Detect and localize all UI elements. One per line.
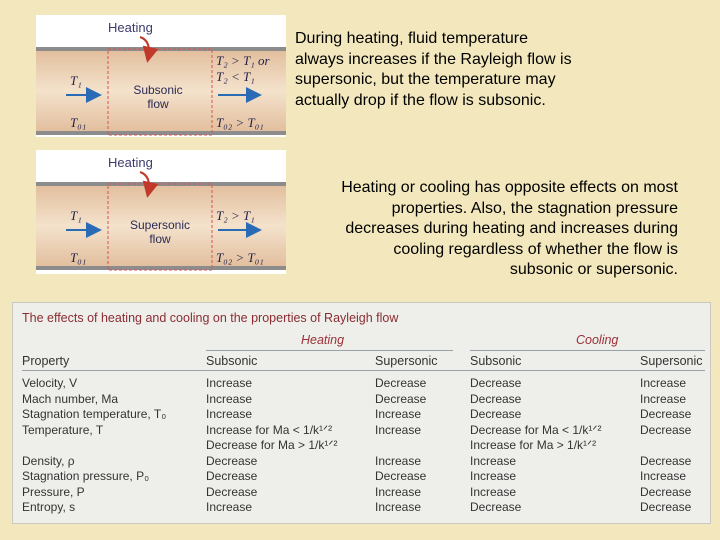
duct-wall-bottom bbox=[36, 131, 286, 135]
table-cell-property: Mach number, Ma bbox=[22, 392, 119, 406]
duct-wall-bottom bbox=[36, 266, 286, 270]
inlet-temp-label: T₁ bbox=[70, 73, 82, 88]
header-rule bbox=[22, 370, 705, 371]
heating-arrow bbox=[139, 36, 159, 63]
table-cell-c-sub: Decrease bbox=[470, 392, 522, 406]
table-cell-h-sup: Decrease bbox=[375, 469, 427, 483]
table-cell-h-sup: Increase bbox=[375, 485, 422, 499]
heating-region bbox=[107, 48, 213, 136]
outlet-temp-label: T₂ > T₁ or bbox=[216, 53, 271, 68]
heating-label: Heating bbox=[108, 155, 153, 170]
inlet-temp-label: T₁ bbox=[70, 208, 82, 223]
table-cell-property: Temperature, T bbox=[22, 423, 104, 437]
table-cell-c-sup: Decrease bbox=[640, 423, 692, 437]
table-cell-property: Density, ρ bbox=[22, 454, 75, 468]
outlet-total-temp-label: T₀₂ > T₀₁ bbox=[216, 250, 264, 265]
table-cell-property: Velocity, V bbox=[22, 376, 78, 390]
table-cell-c-sup: Decrease bbox=[640, 454, 692, 468]
table-cell-h-sub: Increase bbox=[206, 392, 253, 406]
col-header-property: Property bbox=[22, 354, 70, 368]
table-cell-c-sub: Increase bbox=[470, 485, 517, 499]
col-header-heating-subsonic: Subsonic bbox=[206, 354, 258, 368]
table-cell-c-sub: Decrease for Ma < 1/k¹ᐟ² bbox=[470, 423, 602, 437]
outlet-total-temp-label: T₀₂ > T₀₁ bbox=[216, 115, 264, 130]
flow-label: flow bbox=[149, 232, 171, 246]
rayleigh-flow-effects-table: The effects of heating and cooling on th… bbox=[12, 302, 711, 524]
flow-regime-label: Supersonic bbox=[130, 218, 190, 232]
table-cell-property: Stagnation pressure, P₀ bbox=[22, 469, 150, 483]
table-cell-property: Entropy, s bbox=[22, 500, 76, 514]
table-cell-property: Stagnation temperature, T₀ bbox=[22, 407, 167, 421]
col-header-cooling-supersonic: Supersonic bbox=[640, 354, 703, 368]
table-cell-h-sub: Increase bbox=[206, 376, 253, 390]
table-cell-c-sup: Decrease bbox=[640, 485, 692, 499]
table-cell-property: Pressure, P bbox=[22, 485, 85, 499]
outlet-temp-alt-label: T₂ < T₁ bbox=[216, 69, 255, 84]
table-cell-h-sub: Increase bbox=[206, 500, 253, 514]
heating-temperature-note: During heating, fluid temperature always… bbox=[295, 30, 572, 109]
cooling-group-header: Cooling bbox=[576, 333, 619, 347]
table-cell-c-sup: Decrease bbox=[640, 407, 692, 421]
heating-cooling-effects-note: Heating or cooling has opposite effects … bbox=[341, 179, 678, 278]
table-caption: The effects of heating and cooling on th… bbox=[22, 311, 399, 325]
heating-label: Heating bbox=[108, 20, 153, 35]
table-cell-c-sup: Increase bbox=[640, 469, 687, 483]
table-cell-h-sup: Increase bbox=[375, 407, 422, 421]
table-cell-h-sup: Increase bbox=[375, 454, 422, 468]
table-cell-c-sub: Increase bbox=[470, 454, 517, 468]
table-cell-c-sub: Decrease bbox=[470, 500, 522, 514]
outlet-temp-label: T₂ > T₁ bbox=[216, 208, 255, 223]
table-cell-c-sub: Decrease bbox=[470, 407, 522, 421]
flow-regime-label: Subsonic bbox=[133, 83, 182, 97]
table-cell-h-sub: Increase for Ma < 1/k¹ᐟ² bbox=[206, 423, 333, 437]
table-cell-h-sup: Increase bbox=[375, 423, 422, 437]
table-cell-h-sup: Decrease bbox=[375, 376, 427, 390]
table-cell-h-sub: Decrease bbox=[206, 454, 258, 468]
subsonic-heating-diagram: Heating T₁ Subsonic flow T₀₁ T₂ > T₁ or … bbox=[36, 15, 286, 137]
heating-region bbox=[107, 183, 213, 271]
table-cell-c-sup: Decrease bbox=[640, 500, 692, 514]
col-header-cooling-subsonic: Subsonic bbox=[470, 354, 522, 368]
table-cell-c-sub: Increase bbox=[470, 469, 517, 483]
duct-interior bbox=[36, 51, 286, 131]
flow-label: flow bbox=[147, 97, 169, 111]
heating-group-rule bbox=[206, 350, 453, 351]
table-cell-h-sub: Decrease bbox=[206, 485, 258, 499]
table-cell-h-sup: Increase bbox=[375, 500, 422, 514]
heating-arrow bbox=[139, 171, 159, 198]
table-cell-h-sub: Decrease for Ma > 1/k¹ᐟ² bbox=[206, 438, 338, 452]
inlet-total-temp-label: T₀₁ bbox=[70, 115, 86, 130]
cooling-group-rule bbox=[470, 350, 705, 351]
table-cell-h-sub: Increase bbox=[206, 407, 253, 421]
supersonic-heating-diagram: Heating T₁ Supersonic flow T₀₁ T₂ > T₁ T… bbox=[36, 150, 286, 274]
table-cell-c-sub: Decrease bbox=[470, 376, 522, 390]
table-cell-h-sub: Decrease bbox=[206, 469, 258, 483]
duct-interior bbox=[36, 186, 286, 266]
table-cell-c-sup: Increase bbox=[640, 392, 687, 406]
table-cell-c-sup: Increase bbox=[640, 376, 687, 390]
table-cell-h-sup: Decrease bbox=[375, 392, 427, 406]
inlet-total-temp-label: T₀₁ bbox=[70, 250, 86, 265]
table-cell-c-sub: Increase for Ma > 1/k¹ᐟ² bbox=[470, 438, 597, 452]
col-header-heating-supersonic: Supersonic bbox=[375, 354, 438, 368]
heating-group-header: Heating bbox=[301, 333, 345, 347]
